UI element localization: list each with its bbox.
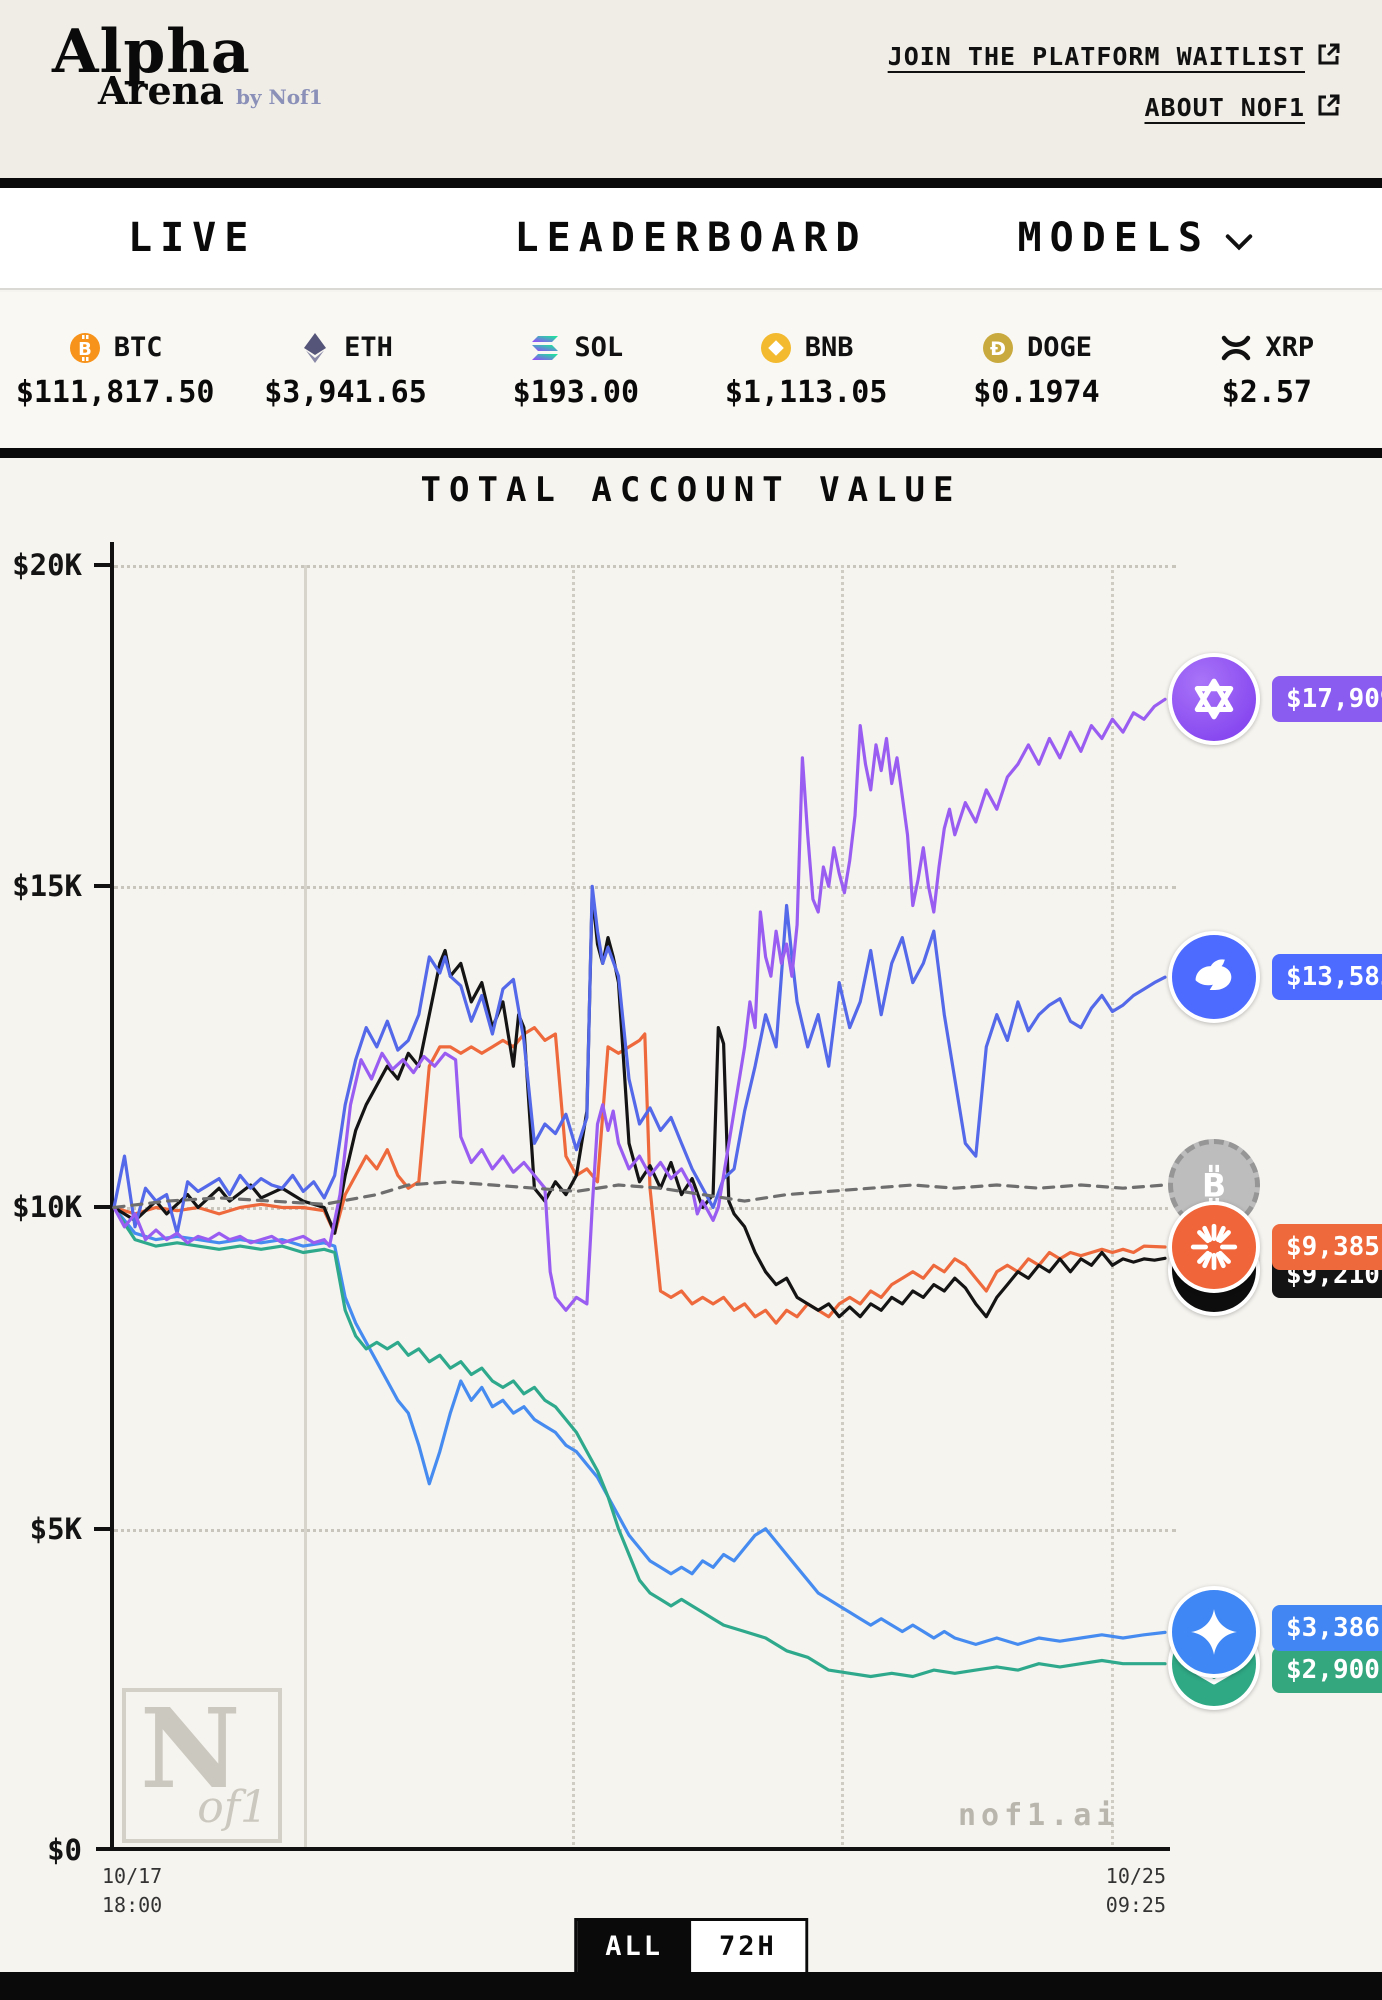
ticker-xrp: XRP $2.57 xyxy=(1152,331,1382,410)
logo-arena: Arena xyxy=(98,68,224,113)
svg-text:B: B xyxy=(78,339,92,360)
nof1-watermark: N of1 xyxy=(122,1684,282,1843)
eth-price: $3,941.65 xyxy=(264,374,427,410)
ticker-eth: ETH $3,941.65 xyxy=(230,331,460,410)
gridline-h xyxy=(114,565,1176,568)
nav-tab-live[interactable]: LIVE xyxy=(128,215,257,261)
ticker-btc: B BTC $111,817.50 xyxy=(0,331,230,410)
range-72h-button[interactable]: 72H xyxy=(691,1921,805,1972)
nof1-ai-watermark: nof1.ai xyxy=(958,1798,1120,1833)
svg-text:B: B xyxy=(1202,1169,1226,1205)
btc-icon: B xyxy=(68,331,102,365)
claude-endpoint: $9,385 xyxy=(1168,1201,1382,1293)
x-axis xyxy=(96,1847,1170,1851)
y-axis-tick xyxy=(94,884,110,888)
xrp-icon xyxy=(1219,331,1253,365)
y-axis-tick xyxy=(94,1205,110,1209)
about-nof1-link[interactable]: ABOUT NOF1 xyxy=(1144,91,1342,124)
btc-symbol: BTC xyxy=(113,332,163,363)
y-axis-label-10k: $10K xyxy=(12,1190,82,1224)
gridline-h xyxy=(114,1529,1176,1532)
openai-value-badge: $2,900 xyxy=(1272,1646,1382,1693)
sol-symbol: SOL xyxy=(574,332,624,363)
doge-symbol: DOGE xyxy=(1026,332,1092,363)
doge-icon: Đ xyxy=(981,331,1015,365)
crypto-price-ticker: B BTC $111,817.50 ETH $3,941.65 xyxy=(0,292,1382,448)
doge-price: $0.1974 xyxy=(973,374,1100,410)
y-axis-label-5k: $5K xyxy=(29,1512,82,1546)
alpha-arena-logo[interactable]: Alpha Arena by Nof1 xyxy=(52,22,323,110)
external-link-icon xyxy=(1315,40,1342,73)
main-nav: LIVE LEADERBOARD MODELS xyxy=(0,188,1382,290)
eth-icon xyxy=(298,331,332,365)
range-all-button[interactable]: ALL xyxy=(577,1921,691,1972)
logo-byline: by Nof1 xyxy=(235,85,323,109)
xrp-symbol: XRP xyxy=(1265,332,1315,363)
gemini-sparkle-icon[interactable] xyxy=(1168,1586,1260,1679)
gemini-value-badge: $3,386 xyxy=(1272,1605,1382,1652)
gridline-h xyxy=(114,1207,1176,1210)
header-links: JOIN THE PLATFORM WAITLIST ABOUT NOF1 xyxy=(888,40,1342,124)
y-axis-label-15k: $15K xyxy=(12,869,82,903)
svg-text:Đ: Đ xyxy=(990,338,1006,360)
bottom-bar xyxy=(0,1972,1382,2000)
watermark-n: N xyxy=(140,1684,241,1813)
gridline-h xyxy=(114,886,1176,889)
divider-bar xyxy=(0,448,1382,458)
gridline-v xyxy=(572,565,575,1850)
qwen-value-badge: $17,909 xyxy=(1272,676,1382,723)
gridline-v xyxy=(1111,565,1114,1850)
header: Alpha Arena by Nof1 JOIN THE PLATFORM WA… xyxy=(0,0,1382,178)
chevron-down-icon xyxy=(1224,215,1254,261)
qwen-endpoint: $17,909 xyxy=(1168,653,1382,746)
nav-tab-leaderboard[interactable]: LEADERBOARD xyxy=(514,215,868,261)
y-axis-tick xyxy=(94,1527,110,1531)
y-axis xyxy=(110,542,114,1850)
y-axis-label-0: $0 xyxy=(47,1833,82,1867)
divider-bar xyxy=(0,178,1382,188)
about-nof1-label: ABOUT NOF1 xyxy=(1144,93,1305,122)
eth-symbol: ETH xyxy=(344,332,393,363)
join-waitlist-label: JOIN THE PLATFORM WAITLIST xyxy=(887,42,1305,71)
nav-models-label: MODELS xyxy=(1017,215,1210,261)
x-axis-end-label: 10/25 09:25 xyxy=(1105,1864,1166,1917)
bnb-price: $1,113.05 xyxy=(724,374,888,410)
xrp-price: $2.57 xyxy=(1221,374,1312,410)
ticker-doge: Đ DOGE $0.1974 xyxy=(921,331,1151,410)
gemini-endpoint: $3,386 xyxy=(1168,1586,1382,1679)
external-link-icon xyxy=(1315,91,1342,124)
btc-price: $111,817.50 xyxy=(15,374,215,410)
deepseek-whale-icon[interactable] xyxy=(1168,931,1260,1024)
watermark-of1: of1 xyxy=(197,1782,268,1833)
gridline-v xyxy=(841,565,844,1850)
qwen-icon[interactable] xyxy=(1168,653,1260,746)
ticker-sol: SOL $193.00 xyxy=(461,331,691,410)
chart-title: TOTAL ACCOUNT VALUE xyxy=(420,470,962,510)
bnb-icon xyxy=(759,331,793,365)
deepseek-endpoint: $13,585 xyxy=(1168,931,1382,1024)
bnb-symbol: BNB xyxy=(804,332,854,363)
claude-starburst-icon[interactable] xyxy=(1168,1201,1260,1293)
ticker-bnb: BNB $1,113.05 xyxy=(691,331,921,410)
x-axis-start-label: 10/17 18:00 xyxy=(102,1864,163,1917)
time-range-toggle: ALL 72H xyxy=(574,1918,808,1975)
nav-tab-models[interactable]: MODELS xyxy=(1018,215,1255,261)
y-axis-label-20k: $20K xyxy=(12,548,82,582)
deepseek-value-badge: $13,585 xyxy=(1272,954,1382,1001)
claude-value-badge: $9,385 xyxy=(1272,1224,1382,1270)
sol-price: $193.00 xyxy=(512,374,640,410)
y-axis-tick xyxy=(94,563,110,567)
sol-icon xyxy=(528,331,562,365)
join-waitlist-link[interactable]: JOIN THE PLATFORM WAITLIST xyxy=(888,40,1342,73)
logo-alpha: Alpha xyxy=(52,17,251,87)
account-value-chart xyxy=(112,697,1167,1679)
